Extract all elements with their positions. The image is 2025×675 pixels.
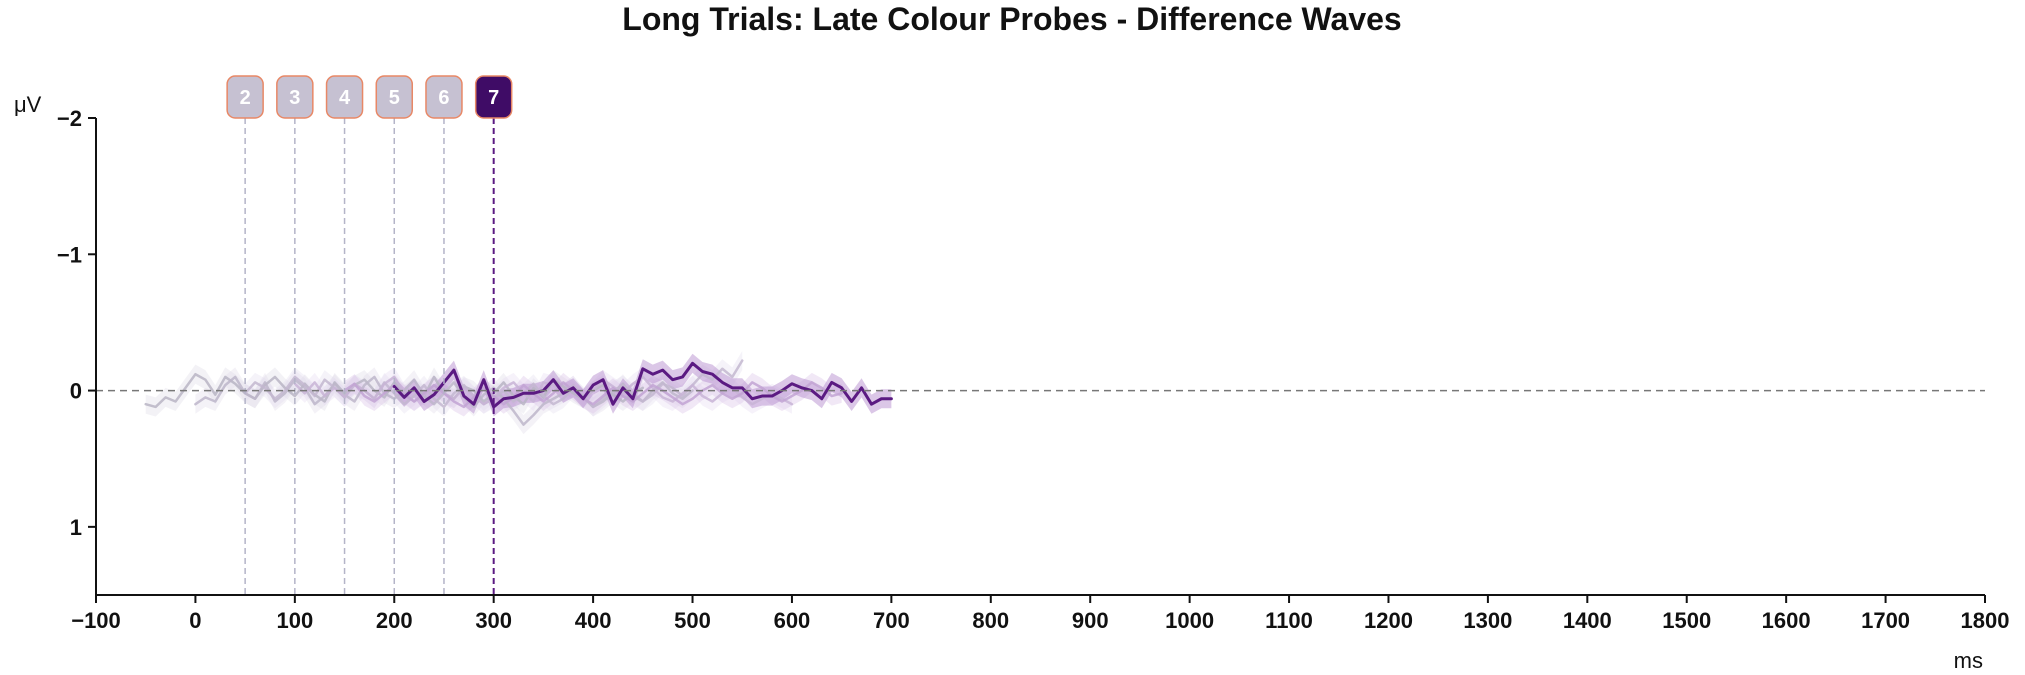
x-tick-label: 1500 <box>1662 608 1711 633</box>
x-tick-label: 500 <box>674 608 711 633</box>
series-line <box>392 361 893 409</box>
x-tick-label: 1300 <box>1463 608 1512 633</box>
probe-marker-badge <box>375 75 414 119</box>
x-tick-label: 700 <box>873 608 910 633</box>
probe-marker-label: 5 <box>389 87 400 109</box>
x-tick-label: 1800 <box>1961 608 2010 633</box>
x-tick-label: 1000 <box>1165 608 1214 633</box>
probe-marker-label: 6 <box>438 87 449 109</box>
chart-title: Long Trials: Late Colour Probes - Differ… <box>622 1 1401 37</box>
y-axis-unit: μV <box>14 92 42 117</box>
probe-marker-label: 7 <box>488 87 499 109</box>
x-tick-label: −100 <box>71 608 121 633</box>
probe-marker-label: 4 <box>339 87 351 109</box>
probe-marker-label: 3 <box>289 87 300 109</box>
x-tick-label: 300 <box>475 608 512 633</box>
y-tick-label: 0 <box>70 379 82 404</box>
series-line <box>293 375 794 406</box>
x-tick-label: 100 <box>276 608 313 633</box>
probe-marker-badge <box>474 75 513 119</box>
x-tick-label: 1100 <box>1265 608 1313 633</box>
x-tick-label: 1600 <box>1762 608 1811 633</box>
y-tick-label: −2 <box>57 106 82 131</box>
x-tick-label: 1400 <box>1563 608 1612 633</box>
x-tick-label: 800 <box>972 608 1009 633</box>
y-tick-label: −1 <box>57 242 82 267</box>
x-tick-label: 200 <box>376 608 413 633</box>
axes: −100 0 100 200 300 400 500 600 700 800 900 1000 1100… <box>57 106 2010 633</box>
x-tick-label: 0 <box>189 608 201 633</box>
x-tick-label: 1700 <box>1861 608 1910 633</box>
probe-marker-badge <box>325 75 364 119</box>
series-line <box>343 381 843 409</box>
x-tick-label: 1200 <box>1364 608 1413 633</box>
x-axis-unit: ms <box>1954 648 1983 673</box>
x-tick-label: 600 <box>774 608 811 633</box>
probe-marker-badge <box>425 75 463 119</box>
y-tick-label: 1 <box>70 515 82 540</box>
probe-markers: 2 3 4 5 6 7 <box>226 75 513 595</box>
x-tick-label: 400 <box>575 608 612 633</box>
x-tick-label: 900 <box>1072 608 1109 633</box>
probe-marker-badge <box>276 75 314 119</box>
probe-marker-badge <box>226 75 264 119</box>
probe-marker-label: 2 <box>240 87 251 109</box>
